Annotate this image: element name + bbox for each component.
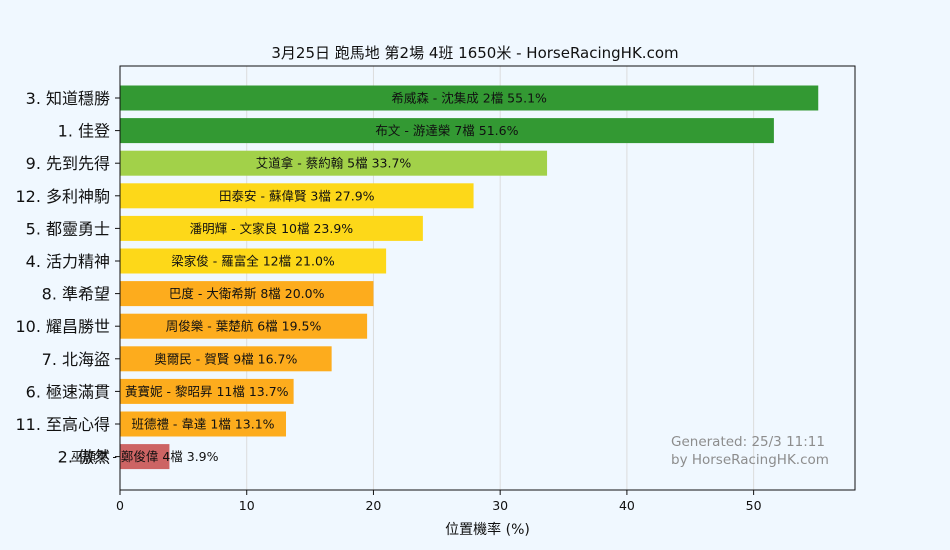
y-tick-label: 3. 知道穩勝 [26,89,110,108]
bar [120,411,287,437]
bar-label: 田泰安 - 蘇偉賢 3檔 27.9% [219,188,375,203]
y-tick-label: 12. 多利神駒 [15,187,110,206]
bar-label: 班德禮 - 韋達 1檔 13.1% [131,417,274,432]
bar [120,378,294,404]
y-tick-label: 4. 活力精神 [26,252,110,271]
x-axis-label: 位置機率 (%) [445,522,530,538]
bar [120,183,474,209]
x-tick-label: 40 [619,498,635,513]
watermark: Generated: 25/3 11:11 by HorseRacingHK.c… [671,433,829,469]
bar-label: 周俊樂 - 葉楚航 6檔 19.5% [166,319,322,334]
x-tick-label: 10 [239,498,255,513]
bar [120,85,819,111]
x-tick-label: 0 [116,498,124,513]
y-tick-label: 11. 至高心得 [15,415,110,434]
bar [120,346,332,372]
bar-label: 潘明輝 - 文家良 10檔 23.9% [190,221,354,236]
y-tick-label: 2. 傲然 [58,448,110,467]
y-tick-label: 8. 準希望 [42,285,110,304]
bar [120,444,170,470]
bar-label: 梁家俊 - 羅富全 12檔 21.0% [171,254,335,269]
bar-label: 艾道拿 - 蔡約翰 5檔 33.7% [256,156,412,171]
plot-frame [119,65,856,491]
bar-label: 巴度 - 大衛希斯 8檔 20.0% [169,286,325,301]
chart-title: 3月25日 跑馬地 第2場 4班 1650米 - HorseRacingHK.c… [271,44,679,62]
bar [120,150,548,176]
y-tick-label: 7. 北海盜 [42,350,110,369]
y-tick-label: 1. 佳登 [58,122,110,141]
watermark-generated: Generated: 25/3 11:11 [671,434,825,450]
watermark-site: by HorseRacingHK.com [671,452,829,468]
bar [120,281,374,307]
y-tick-label: 10. 耀昌勝世 [15,317,110,336]
y-tick-label: 6. 極速滿貫 [26,382,110,401]
y-tick-label: 5. 都靈勇士 [26,219,110,238]
bar [120,215,423,241]
x-tick-label: 20 [365,498,381,513]
bar [120,248,387,274]
bar [120,313,368,339]
x-tick-label: 30 [492,498,508,513]
bar [120,118,774,144]
y-tick-label: 9. 先到先得 [26,154,110,173]
bar-label: 黃寶妮 - 黎昭昇 11檔 13.7% [125,384,289,399]
bar-label: 布文 - 游達榮 7檔 51.6% [375,123,518,138]
bar-label: 奧爾民 - 賀賢 9檔 16.7% [154,351,297,366]
bar-label: 巫顯東 - 鄭俊偉 4檔 3.9% [71,449,219,464]
x-tick-label: 50 [746,498,762,513]
bar-label: 希威森 - 沈集成 2檔 55.1% [391,91,547,106]
